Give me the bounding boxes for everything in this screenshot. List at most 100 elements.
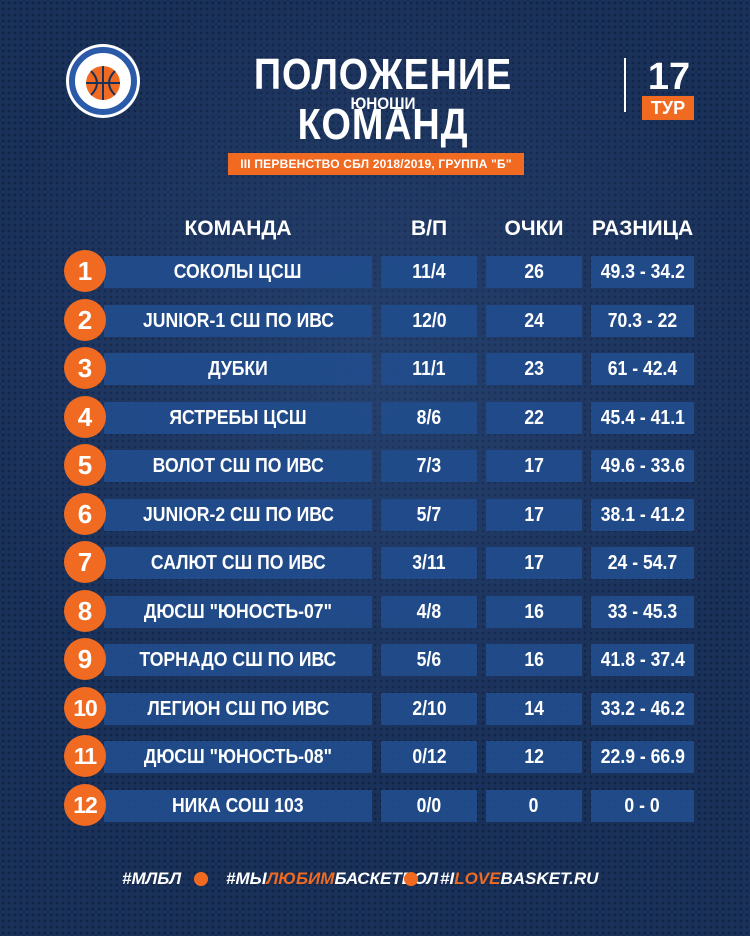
diff-cell: 49.3 - 34.2: [591, 256, 694, 288]
team-cell-text: СОКОЛЫ ЦСШ: [174, 261, 302, 283]
rank-badge: 5: [64, 444, 106, 486]
rank-badge: 10: [64, 686, 106, 729]
wl-cell-text: 8/6: [416, 406, 442, 429]
page-subtitle: ЮНОШИ: [350, 94, 416, 113]
wl-cell-text: 7/3: [416, 455, 442, 477]
diff-cell-text: 33.2 - 46.2: [600, 697, 685, 720]
table-row: ВОЛОТ СШ ПО ИВС 7/3 17 49.6 - 33.6 5: [0, 444, 750, 486]
table-row: НИКА СОШ 103 0/0 0 0 - 0 12: [0, 783, 750, 826]
diff-cell-text: 70.3 - 22: [607, 309, 678, 332]
wl-cell: 5/6: [381, 644, 477, 676]
league-logo-icon: [66, 44, 140, 118]
wl-cell-text: 3/11: [412, 552, 446, 574]
team-cell-text: ТОРНАДО СШ ПО ИВС: [139, 649, 337, 671]
diff-cell-text: 38.1 - 41.2: [600, 503, 685, 526]
points-cell: 0: [486, 789, 582, 822]
points-cell: 17: [486, 498, 582, 531]
wl-cell: 12/0: [381, 304, 477, 337]
diff-cell-text: 41.8 - 37.4: [600, 649, 685, 671]
points-cell-text: 16: [524, 600, 544, 623]
rank-badge: 11: [64, 735, 106, 777]
table-row: ДУБКИ 11/1 23 61 - 42.4 3: [0, 347, 750, 389]
team-cell: НИКА СОШ 103: [104, 789, 372, 822]
team-cell: ДЮСШ "ЮНОСТЬ-07": [104, 595, 372, 628]
points-cell: 17: [486, 450, 582, 482]
diff-cell-text: 22.9 - 66.9: [600, 746, 685, 768]
points-cell-text: 17: [524, 552, 544, 574]
rank-badge: 2: [64, 298, 106, 341]
table-row: ЯСТРЕБЫ ЦСШ 8/6 22 45.4 - 41.1 4: [0, 395, 750, 438]
tour-label: ТУР: [642, 96, 694, 120]
team-cell: ДЮСШ "ЮНОСТЬ-08": [104, 741, 372, 773]
rank-badge: 7: [64, 541, 106, 583]
divider: [624, 58, 626, 112]
points-cell-text: 17: [524, 455, 544, 477]
points-cell: 26: [486, 256, 582, 288]
basketball-icon: [404, 872, 418, 886]
wl-cell-text: 11/1: [412, 358, 446, 380]
wl-cell: 2/10: [381, 692, 477, 725]
hashtag-ilovebasket: #ILOVEBASKET.RU: [440, 869, 599, 888]
table-row: JUNIOR-1 СШ ПО ИВС 12/0 24 70.3 - 22 2: [0, 298, 750, 341]
rank-badge: 3: [64, 347, 106, 389]
team-cell-text: ДЮСШ "ЮНОСТЬ-07": [143, 600, 333, 623]
team-cell: ВОЛОТ СШ ПО ИВС: [104, 450, 372, 482]
team-cell: САЛЮТ СШ ПО ИВС: [104, 547, 372, 579]
diff-cell-text: 49.3 - 34.2: [600, 261, 685, 283]
team-cell-text: САЛЮТ СШ ПО ИВС: [150, 552, 326, 574]
wl-cell-text: 4/8: [416, 600, 442, 623]
team-cell-text: ЯСТРЕБЫ ЦСШ: [169, 406, 307, 429]
column-header-points: ОЧКИ: [504, 217, 564, 240]
team-cell-text: НИКА СОШ 103: [172, 794, 304, 817]
wl-cell-text: 0/0: [416, 794, 442, 817]
column-header-wl: В/П: [410, 217, 448, 240]
team-cell: ТОРНАДО СШ ПО ИВС: [104, 644, 372, 676]
wl-cell-text: 11/4: [412, 261, 446, 283]
hashtag-mlbl: #МЛБЛ: [122, 869, 182, 888]
diff-cell: 24 - 54.7: [591, 547, 694, 579]
points-cell: 22: [486, 401, 582, 434]
points-cell-text: 12: [524, 746, 544, 768]
wl-cell-text: 0/12: [411, 746, 447, 768]
points-cell-text: 17: [524, 503, 544, 526]
table-row: ДЮСШ "ЮНОСТЬ-08" 0/12 12 22.9 - 66.9 11: [0, 735, 750, 777]
points-cell-text: 14: [524, 697, 544, 720]
wl-cell: 11/1: [381, 353, 477, 385]
table-row: ДЮСШ "ЮНОСТЬ-07" 4/8 16 33 - 45.3 8: [0, 589, 750, 632]
diff-cell-text: 49.6 - 33.6: [600, 455, 685, 477]
points-cell: 23: [486, 353, 582, 385]
team-cell-text: ДУБКИ: [208, 358, 268, 380]
diff-cell-text: 33 - 45.3: [607, 600, 678, 623]
team-cell-text: ЛЕГИОН СШ ПО ИВС: [147, 697, 329, 720]
diff-cell-text: 45.4 - 41.1: [600, 406, 685, 429]
wl-cell-text: 12/0: [411, 309, 447, 332]
team-cell: JUNIOR-1 СШ ПО ИВС: [104, 304, 372, 337]
points-cell: 14: [486, 692, 582, 725]
table-row: СОКОЛЫ ЦСШ 11/4 26 49.3 - 34.2 1: [0, 250, 750, 292]
table-row: САЛЮТ СШ ПО ИВС 3/11 17 24 - 54.7 7: [0, 541, 750, 583]
points-cell-text: 0: [529, 794, 539, 817]
rank-badge: 8: [64, 589, 106, 632]
rank-badge: 9: [64, 638, 106, 680]
wl-cell: 4/8: [381, 595, 477, 628]
points-cell: 12: [486, 741, 582, 773]
wl-cell: 7/3: [381, 450, 477, 482]
team-cell-text: ДЮСШ "ЮНОСТЬ-08": [143, 746, 333, 768]
team-cell-text: JUNIOR-2 СШ ПО ИВС: [142, 503, 334, 526]
points-cell-text: 22: [524, 406, 544, 429]
team-cell: ЯСТРЕБЫ ЦСШ: [104, 401, 372, 434]
team-cell-text: JUNIOR-1 СШ ПО ИВС: [142, 309, 334, 332]
diff-cell: 70.3 - 22: [591, 304, 694, 337]
points-cell: 16: [486, 644, 582, 676]
wl-cell: 8/6: [381, 401, 477, 434]
diff-cell: 0 - 0: [591, 789, 694, 822]
team-cell-text: ВОЛОТ СШ ПО ИВС: [152, 455, 324, 477]
diff-cell: 33.2 - 46.2: [591, 692, 694, 725]
table-row: ЛЕГИОН СШ ПО ИВС 2/10 14 33.2 - 46.2 10: [0, 686, 750, 729]
diff-cell-text: 61 - 42.4: [607, 358, 678, 380]
column-header-diff: РАЗНИЦА: [591, 217, 694, 240]
basketball-icon: [194, 872, 208, 886]
points-cell: 24: [486, 304, 582, 337]
wl-cell: 0/12: [381, 741, 477, 773]
